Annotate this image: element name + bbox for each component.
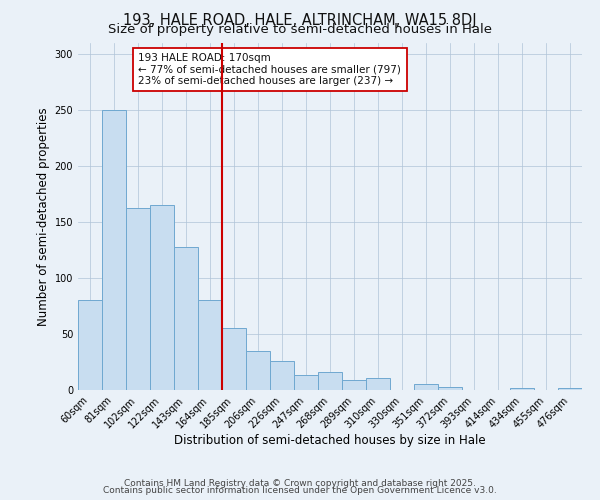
- Bar: [510, 388, 534, 390]
- Bar: [558, 388, 582, 390]
- Bar: [366, 378, 390, 390]
- Bar: [294, 376, 318, 390]
- Bar: [102, 110, 126, 390]
- Bar: [414, 384, 438, 390]
- Bar: [174, 246, 198, 390]
- X-axis label: Distribution of semi-detached houses by size in Hale: Distribution of semi-detached houses by …: [174, 434, 486, 447]
- Bar: [126, 208, 150, 390]
- Bar: [270, 361, 294, 390]
- Bar: [222, 328, 246, 390]
- Bar: [318, 372, 342, 390]
- Bar: [150, 205, 174, 390]
- Bar: [438, 386, 462, 390]
- Text: Contains public sector information licensed under the Open Government Licence v3: Contains public sector information licen…: [103, 486, 497, 495]
- Bar: [78, 300, 102, 390]
- Bar: [342, 380, 366, 390]
- Y-axis label: Number of semi-detached properties: Number of semi-detached properties: [37, 107, 50, 326]
- Text: Size of property relative to semi-detached houses in Hale: Size of property relative to semi-detach…: [108, 24, 492, 36]
- Bar: [246, 351, 270, 390]
- Text: 193 HALE ROAD: 170sqm
← 77% of semi-detached houses are smaller (797)
23% of sem: 193 HALE ROAD: 170sqm ← 77% of semi-deta…: [139, 53, 401, 86]
- Text: 193, HALE ROAD, HALE, ALTRINCHAM, WA15 8DJ: 193, HALE ROAD, HALE, ALTRINCHAM, WA15 8…: [123, 12, 477, 28]
- Text: Contains HM Land Registry data © Crown copyright and database right 2025.: Contains HM Land Registry data © Crown c…: [124, 478, 476, 488]
- Bar: [198, 300, 222, 390]
